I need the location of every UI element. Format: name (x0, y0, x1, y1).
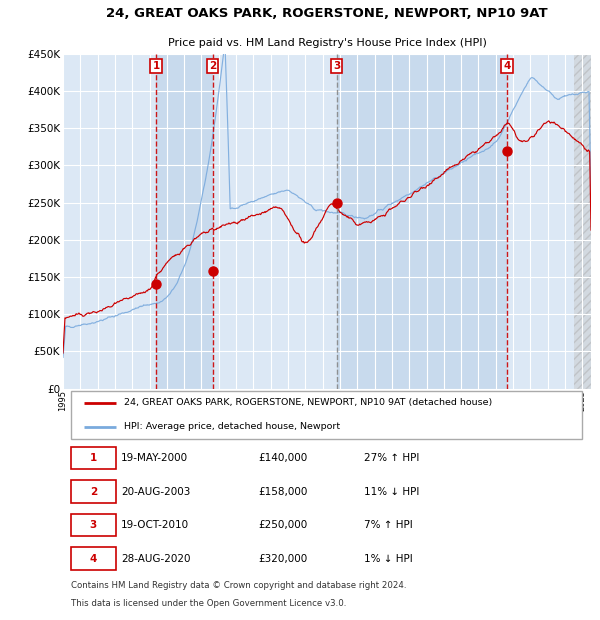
Text: 24, GREAT OAKS PARK, ROGERSTONE, NEWPORT, NP10 9AT (detached house): 24, GREAT OAKS PARK, ROGERSTONE, NEWPORT… (124, 398, 492, 407)
Text: £250,000: £250,000 (259, 520, 308, 530)
Bar (337, 54, 507, 389)
Text: 4: 4 (503, 61, 511, 71)
FancyBboxPatch shape (71, 480, 116, 503)
FancyBboxPatch shape (71, 513, 116, 536)
Bar (574, 54, 591, 389)
Text: HPI: Average price, detached house, Newport: HPI: Average price, detached house, Newp… (124, 422, 340, 431)
Text: 4: 4 (89, 554, 97, 564)
Text: 7% ↑ HPI: 7% ↑ HPI (364, 520, 413, 530)
Text: 3: 3 (333, 61, 340, 71)
Text: 1% ↓ HPI: 1% ↓ HPI (364, 554, 413, 564)
Text: 28-AUG-2020: 28-AUG-2020 (121, 554, 191, 564)
FancyBboxPatch shape (71, 547, 116, 570)
Text: Price paid vs. HM Land Registry's House Price Index (HPI): Price paid vs. HM Land Registry's House … (167, 38, 487, 48)
Bar (156, 54, 212, 389)
Text: 11% ↓ HPI: 11% ↓ HPI (364, 487, 419, 497)
Text: 19-OCT-2010: 19-OCT-2010 (121, 520, 189, 530)
Text: 20-AUG-2003: 20-AUG-2003 (121, 487, 190, 497)
FancyBboxPatch shape (71, 391, 582, 439)
Text: 3: 3 (90, 520, 97, 530)
Text: Contains HM Land Registry data © Crown copyright and database right 2024.: Contains HM Land Registry data © Crown c… (71, 581, 406, 590)
Text: £158,000: £158,000 (259, 487, 308, 497)
Text: 24, GREAT OAKS PARK, ROGERSTONE, NEWPORT, NP10 9AT: 24, GREAT OAKS PARK, ROGERSTONE, NEWPORT… (106, 7, 548, 20)
Text: 1: 1 (90, 453, 97, 463)
Text: £320,000: £320,000 (259, 554, 308, 564)
Text: 27% ↑ HPI: 27% ↑ HPI (364, 453, 419, 463)
Text: £140,000: £140,000 (259, 453, 308, 463)
Text: 19-MAY-2000: 19-MAY-2000 (121, 453, 188, 463)
Text: 2: 2 (90, 487, 97, 497)
FancyBboxPatch shape (71, 446, 116, 469)
Text: 1: 1 (152, 61, 160, 71)
Text: 2: 2 (209, 61, 216, 71)
Text: This data is licensed under the Open Government Licence v3.0.: This data is licensed under the Open Gov… (71, 599, 346, 608)
